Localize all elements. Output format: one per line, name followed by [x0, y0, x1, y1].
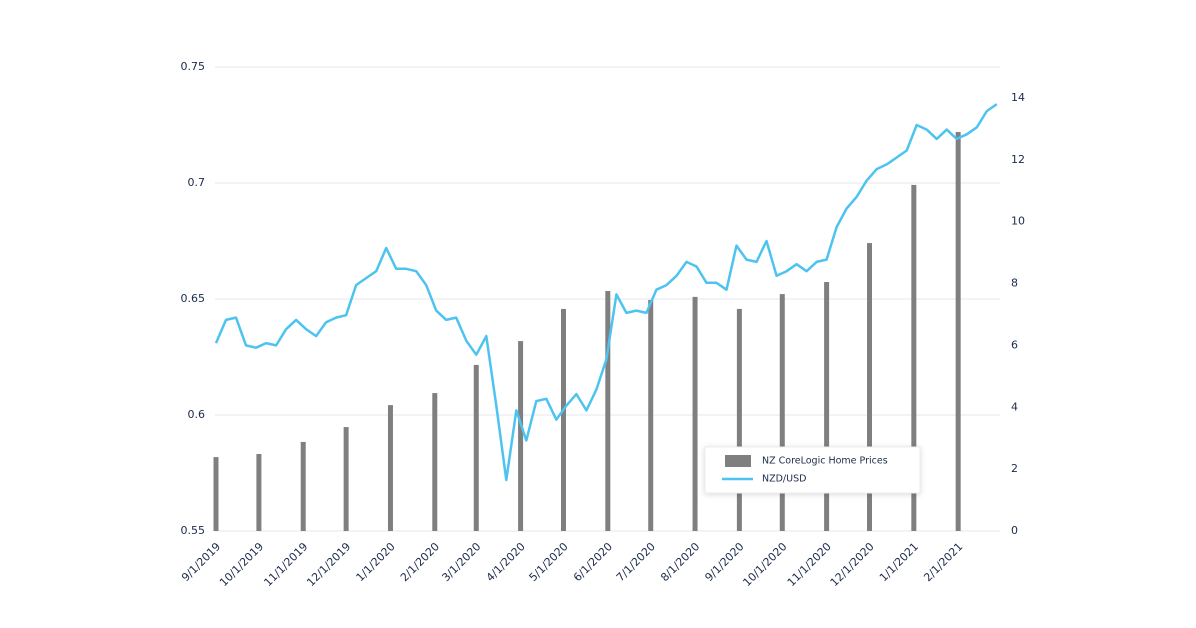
bar [213, 457, 219, 531]
y2-tick-label: 0 [1011, 524, 1018, 537]
bar [736, 308, 742, 531]
y2-tick-label: 14 [1011, 91, 1025, 104]
bar [692, 296, 698, 531]
x-tick-label: 1/1/2021 [877, 540, 921, 584]
legend-swatch [725, 455, 751, 467]
y2-tick-label: 10 [1011, 215, 1025, 228]
bar [518, 341, 524, 531]
legend-label: NZD/USD [762, 474, 806, 485]
bar [256, 453, 262, 531]
x-tick-label: 1/1/2020 [354, 540, 398, 584]
x-tick-label: 6/1/2020 [571, 540, 615, 584]
line [214, 103, 998, 482]
x-tick-label: 12/1/2020 [828, 540, 877, 589]
bar [343, 427, 349, 531]
bar [473, 364, 479, 531]
x-tick-label: 8/1/2020 [658, 540, 702, 584]
y-tick-label: 0.6 [188, 408, 206, 421]
x-tick-label: 2/1/2021 [921, 540, 965, 584]
legend-box [704, 446, 921, 494]
y2-tick-label: 2 [1011, 462, 1018, 475]
bar [779, 294, 785, 531]
bar [824, 282, 830, 531]
bar [432, 393, 438, 531]
y-tick-label: 0.75 [181, 60, 206, 73]
x-tick-label: 9/1/2019 [179, 540, 223, 584]
x-tick-label: 12/1/2019 [304, 540, 353, 589]
x-tick-label: 4/1/2020 [484, 540, 528, 584]
y2-tick-label: 4 [1011, 400, 1018, 413]
legend: NZ CoreLogic Home Prices NZD/USD [704, 446, 921, 494]
bar [648, 299, 654, 531]
y-tick-label: 0.55 [181, 524, 206, 537]
x-tick-label: 11/1/2020 [785, 540, 834, 589]
x-tick-label: 10/1/2020 [740, 540, 789, 589]
x-tick-label: 10/1/2019 [217, 540, 266, 589]
y2-tick-label: 8 [1011, 277, 1018, 290]
bar [867, 243, 873, 531]
x-tick-label: 11/1/2019 [261, 540, 310, 589]
x-tick-label: 5/1/2020 [527, 540, 571, 584]
bar [955, 132, 961, 531]
legend-label: NZ CoreLogic Home Prices [762, 456, 888, 467]
x-tick-label: 3/1/2020 [439, 540, 483, 584]
bar [560, 308, 566, 531]
y2-tick-label: 12 [1011, 153, 1025, 166]
bar [300, 441, 306, 531]
bar [387, 405, 393, 531]
x-tick-label: 2/1/2020 [398, 540, 442, 584]
bar [911, 184, 917, 531]
y2-tick-label: 6 [1011, 338, 1018, 351]
x-tick-label: 7/1/2020 [614, 540, 658, 584]
y-tick-label: 0.65 [181, 292, 206, 305]
x-tick-label: 9/1/2020 [702, 540, 746, 584]
y-tick-label: 0.7 [188, 176, 206, 189]
bar [605, 290, 611, 531]
